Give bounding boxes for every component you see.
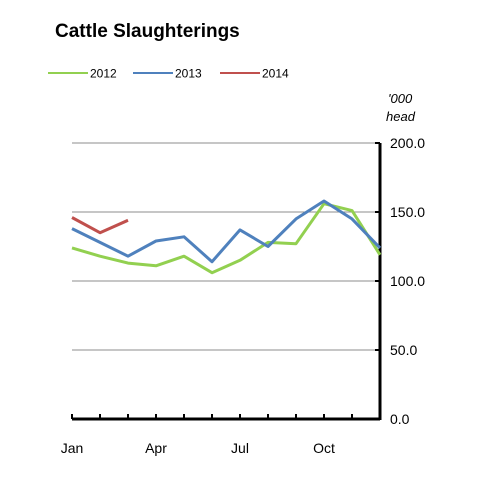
x-tick-label-oct: Oct [313, 440, 335, 456]
x-tick-label-jul: Jul [231, 440, 249, 456]
series-line-2014 [71, 216, 129, 235]
gridlines [72, 142, 380, 351]
legend-label-2014: 2014 [262, 67, 289, 81]
legend: 2012 2013 2014 [48, 67, 289, 81]
y-tick-label: 50.0 [390, 342, 417, 358]
y-tick-label: 150.0 [390, 204, 425, 220]
y-axis-unit-line1: '000 [388, 91, 413, 106]
series-line-2012 [71, 202, 382, 275]
x-tick-label-apr: Apr [145, 440, 167, 456]
x-tick-label-jan: Jan [61, 440, 84, 456]
legend-label-2013: 2013 [175, 67, 202, 81]
y-axis-unit-line2: head [386, 109, 416, 124]
series-line-2013 [71, 199, 382, 264]
y-axis: 0.0 50.0 100.0 150.0 200.0 [375, 135, 425, 427]
y-tick-label: 200.0 [390, 135, 425, 151]
series-lines [71, 199, 382, 275]
legend-label-2012: 2012 [90, 67, 117, 81]
y-tick-label: 0.0 [390, 411, 410, 427]
y-tick-label: 100.0 [390, 273, 425, 289]
x-axis: Jan Apr Jul Oct [61, 414, 381, 456]
chart-title: Cattle Slaughterings [55, 21, 240, 42]
